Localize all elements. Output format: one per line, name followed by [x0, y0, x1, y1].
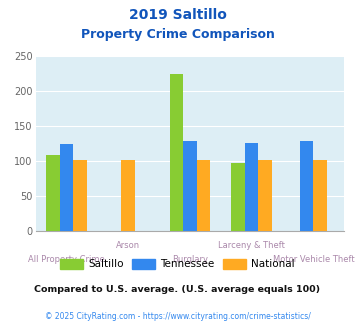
Text: Larceny & Theft: Larceny & Theft	[218, 242, 285, 250]
Bar	[258, 160, 272, 231]
Bar	[60, 144, 73, 231]
Legend: Saltillo, Tennessee, National: Saltillo, Tennessee, National	[56, 254, 299, 274]
Text: Compared to U.S. average. (U.S. average equals 100): Compared to U.S. average. (U.S. average …	[34, 285, 321, 294]
Bar	[170, 74, 183, 231]
Text: Arson: Arson	[116, 242, 140, 250]
Bar	[183, 141, 197, 231]
Text: All Property Crime: All Property Crime	[28, 255, 105, 264]
Text: Burglary: Burglary	[172, 255, 208, 264]
Bar	[197, 160, 210, 231]
Bar	[300, 142, 313, 231]
Bar	[73, 160, 87, 231]
Text: 2019 Saltillo: 2019 Saltillo	[129, 8, 226, 22]
Bar	[245, 143, 258, 231]
Bar	[121, 160, 135, 231]
Bar	[313, 160, 327, 231]
Bar	[46, 155, 60, 231]
Text: Motor Vehicle Theft: Motor Vehicle Theft	[273, 255, 354, 264]
Text: © 2025 CityRating.com - https://www.cityrating.com/crime-statistics/: © 2025 CityRating.com - https://www.city…	[45, 312, 310, 321]
Text: Property Crime Comparison: Property Crime Comparison	[81, 28, 274, 41]
Bar	[231, 163, 245, 231]
